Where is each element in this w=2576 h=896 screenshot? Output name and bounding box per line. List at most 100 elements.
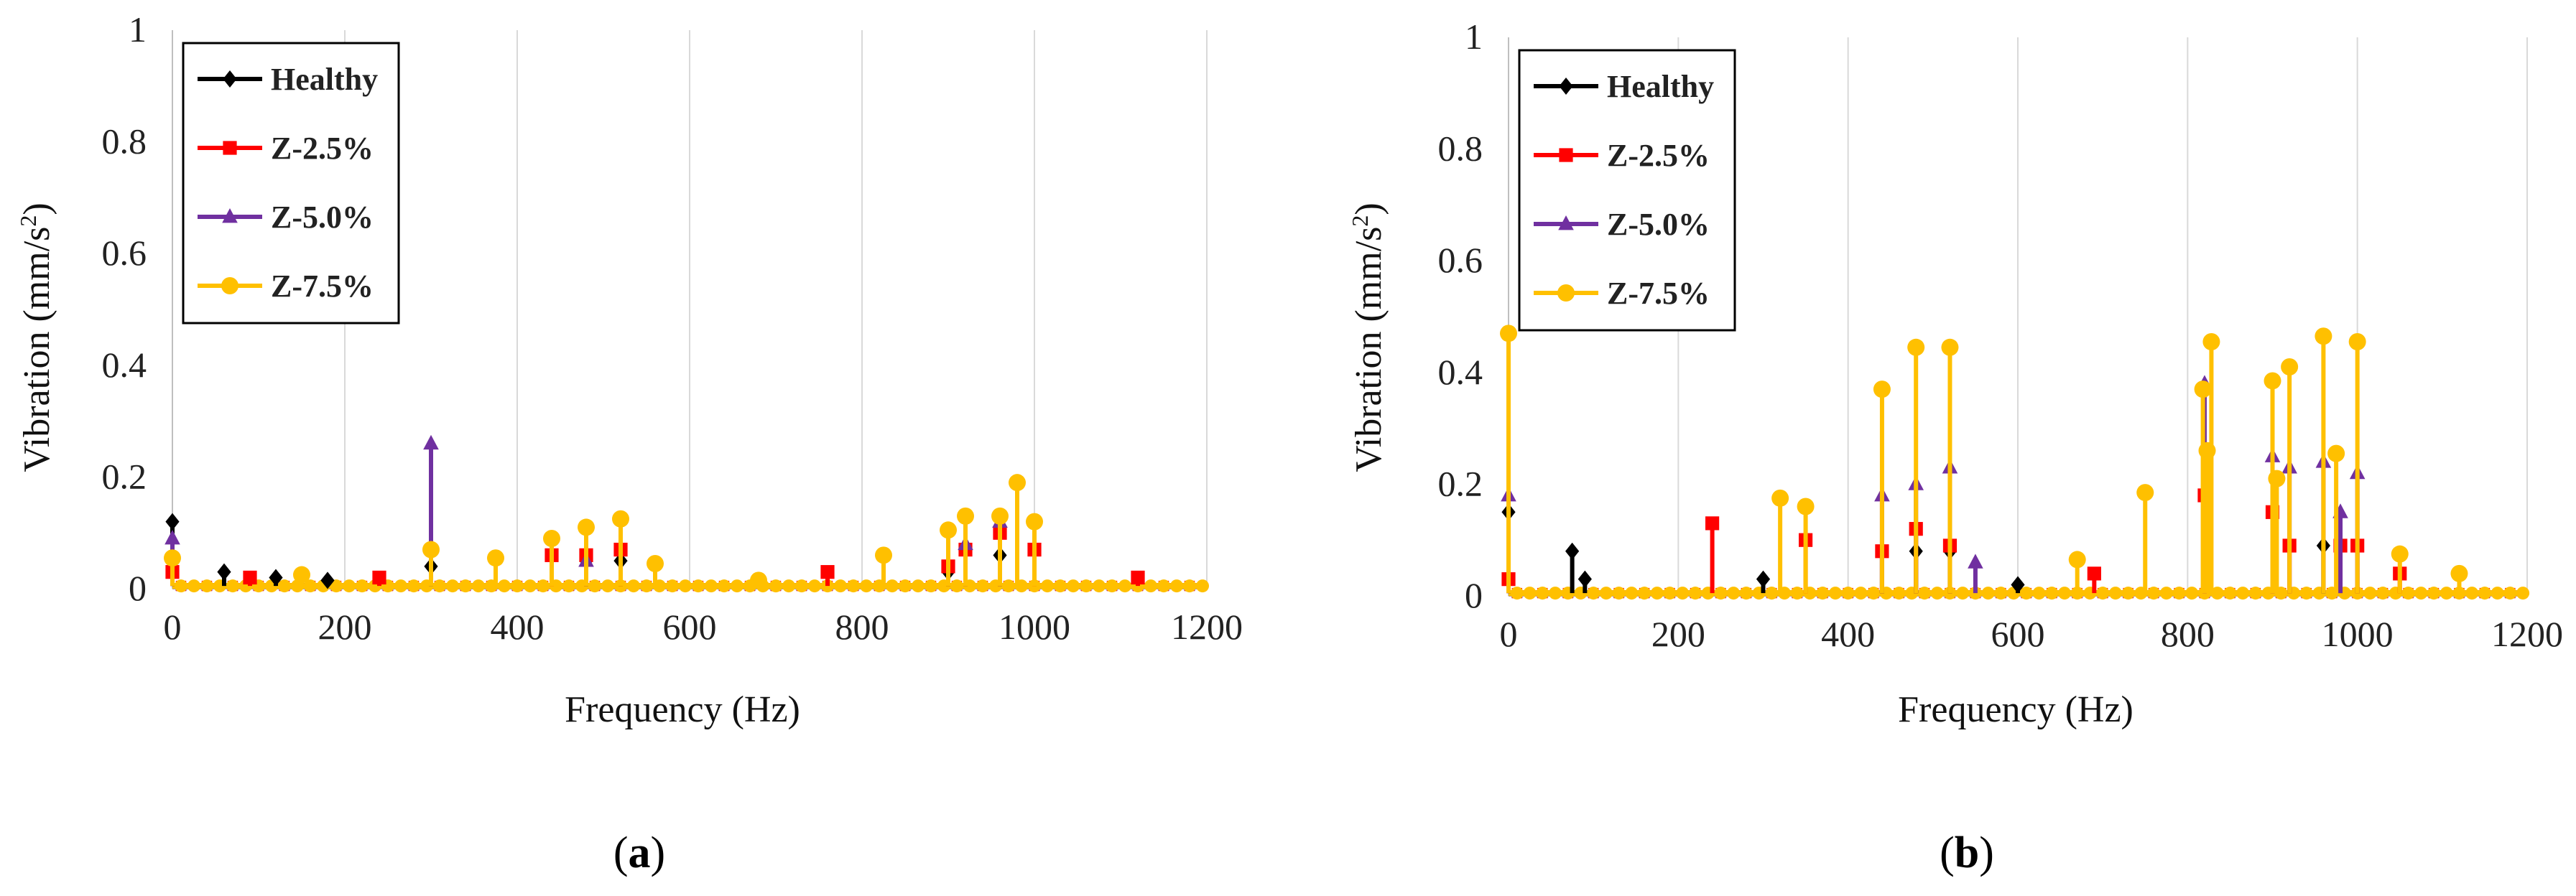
baseline-marker	[2236, 587, 2250, 600]
legend-marker	[1557, 284, 1575, 302]
baseline-marker	[1118, 579, 1131, 593]
baseline-marker	[459, 579, 472, 593]
legend-label: Z-5.0%	[1607, 207, 1710, 242]
data-point	[1941, 338, 1959, 356]
legend-marker	[1559, 148, 1573, 162]
legend-marker	[1558, 215, 1574, 230]
baseline-marker	[2159, 587, 2173, 600]
baseline-marker	[847, 579, 860, 593]
xlabel-a: Frequency (Hz)	[565, 689, 800, 730]
data-point	[2281, 358, 2299, 376]
baseline-marker	[2465, 587, 2479, 600]
xlabel-b: Frequency (Hz)	[1898, 689, 2133, 730]
baseline-marker	[2045, 587, 2059, 600]
data-point	[750, 571, 767, 589]
data-point	[991, 507, 1009, 525]
baseline-marker	[1510, 587, 1524, 600]
baseline-marker	[472, 579, 485, 593]
legend-marker	[222, 208, 238, 223]
legend-box	[182, 42, 400, 325]
baseline-marker	[1599, 587, 1613, 600]
ylabel-b: Vibration (mm/s2)	[1347, 202, 1389, 472]
x-tick-label: 0	[1500, 614, 1518, 654]
data-point	[957, 507, 974, 525]
baseline-marker	[343, 579, 356, 593]
ylabel-a: Vibration (mm/s2)	[15, 202, 57, 472]
legend-marker	[1559, 78, 1573, 95]
x-tick-label: 800	[835, 607, 889, 647]
baseline-marker	[498, 579, 511, 593]
baseline-marker	[200, 579, 213, 593]
baseline-marker	[394, 579, 407, 593]
baseline-marker	[588, 579, 601, 593]
x-tick-label: 400	[491, 607, 545, 647]
legend-label: Z-5.0%	[271, 200, 374, 235]
x-tick-label: 200	[1651, 614, 1705, 654]
data-point	[1131, 570, 1145, 585]
baseline-marker	[718, 579, 731, 593]
x-tick-label: 1000	[999, 607, 1070, 647]
data-point	[164, 549, 181, 567]
baseline-marker	[1676, 587, 1690, 600]
y-tick-label: 0.4	[1438, 352, 1483, 392]
data-point	[320, 571, 335, 589]
baseline-marker	[1956, 587, 1970, 600]
baseline-marker	[2057, 587, 2071, 600]
baseline-marker	[524, 579, 537, 593]
data-point	[2011, 576, 2025, 594]
data-point	[487, 549, 504, 567]
x-tick-label: 600	[1991, 614, 2045, 654]
data-point	[243, 570, 257, 585]
baseline-marker	[2363, 587, 2377, 600]
baseline-marker	[627, 579, 640, 593]
legend-label: Z-7.5%	[271, 269, 374, 304]
baseline-marker	[640, 579, 653, 593]
x-tick-label: 600	[663, 607, 717, 647]
baseline-marker	[1765, 587, 1779, 600]
baseline-marker	[1523, 587, 1537, 600]
baseline-marker	[304, 579, 317, 593]
data-point	[422, 541, 440, 559]
baseline-marker	[446, 579, 459, 593]
baseline-marker	[1067, 579, 1080, 593]
baseline-marker	[1981, 587, 1995, 600]
data-point	[2136, 484, 2154, 502]
baseline-marker	[808, 579, 821, 593]
data-point	[2268, 470, 2286, 487]
baseline-marker	[1002, 579, 1015, 593]
baseline-marker	[2032, 587, 2046, 600]
x-tick-label: 800	[2161, 614, 2215, 654]
baseline-marker	[1816, 587, 1830, 600]
baseline-marker	[679, 579, 692, 593]
baseline-marker	[2299, 587, 2313, 600]
data-point	[1026, 513, 1043, 531]
y-tick-label: 0.2	[1438, 463, 1483, 503]
baseline-marker	[511, 579, 524, 593]
y-tick-label: 1	[1465, 17, 1483, 57]
baseline-marker	[1867, 587, 1881, 600]
baseline-marker	[2096, 587, 2110, 600]
data-point	[2087, 566, 2101, 581]
baseline-marker	[2414, 587, 2428, 600]
y-tick-label: 0.4	[102, 345, 147, 385]
data-point	[1968, 554, 1983, 569]
legend-marker	[221, 277, 238, 294]
baseline-marker	[1714, 587, 1728, 600]
baseline-marker	[1587, 587, 1600, 600]
baseline-marker	[2210, 587, 2224, 600]
baseline-marker	[1183, 579, 1196, 593]
baseline-marker	[407, 579, 420, 593]
legend-label: Healthy	[1607, 69, 1714, 104]
baseline-marker	[1930, 587, 1944, 600]
baseline-marker	[1170, 579, 1183, 593]
baseline-marker	[1994, 587, 2008, 600]
baseline-marker	[2172, 587, 2186, 600]
baseline-marker	[2147, 587, 2161, 600]
x-tick-label: 1200	[2491, 614, 2563, 654]
baseline-marker	[1688, 587, 1702, 600]
data-point	[1873, 381, 1891, 398]
data-point	[217, 563, 231, 581]
data-point	[165, 513, 180, 531]
y-tick-label: 0.8	[102, 121, 147, 162]
baseline-marker	[769, 579, 782, 593]
